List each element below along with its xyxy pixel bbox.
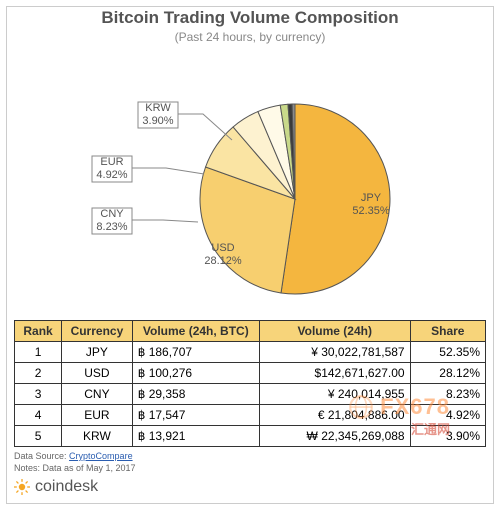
pie-callout-cny: CNY8.23% [92,208,132,233]
pie-callout-jpy: JPY52.35% [346,192,396,217]
coindesk-sun-icon [14,479,30,495]
pie-callout-usd: USD28.12% [198,242,248,267]
pie-callout-krw: KRW3.90% [138,102,178,127]
pie-callout-eur: EUR4.92% [92,156,132,181]
pie-chart: JPY52.35% USD28.12% CNY8.23% EUR4.92% KRW3.9… [0,44,500,324]
